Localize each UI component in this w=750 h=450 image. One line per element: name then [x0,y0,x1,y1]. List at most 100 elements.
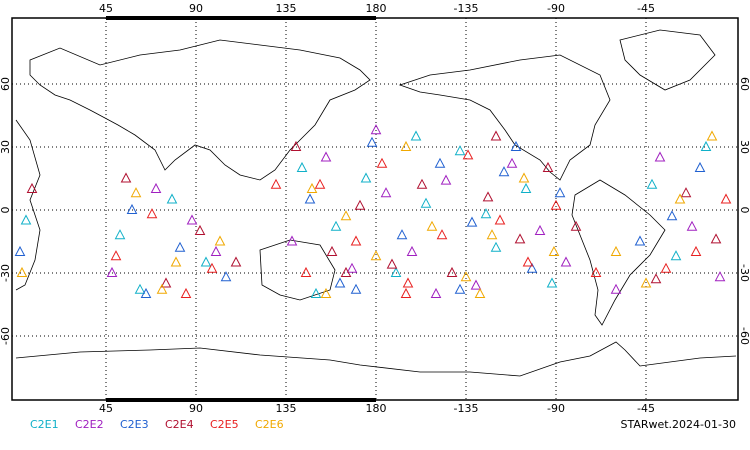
triangle-marker [270,178,282,189]
triangle-marker [490,130,502,141]
triangle-marker [506,157,518,168]
triangle-marker [402,277,414,288]
triangle-marker [514,233,526,244]
triangle-marker [554,187,566,198]
triangle-marker [534,224,546,235]
triangle-marker [406,245,418,256]
y-tick-label: 0 [738,207,750,214]
triangle-marker [120,172,132,183]
triangle-marker [462,149,474,160]
triangle-marker [426,220,438,231]
triangle-marker [370,124,382,135]
legend-entry: C2E3 [120,418,149,431]
triangle-marker [350,283,362,294]
triangle-marker [310,287,322,298]
triangle-marker [714,271,726,282]
x-tick-label: -45 [637,402,655,415]
triangle-marker [220,271,232,282]
triangle-marker [434,157,446,168]
triangle-marker [304,193,316,204]
y-tick-label: -30 [0,264,12,282]
triangle-marker [570,220,582,231]
x-tick-label: -135 [454,2,479,15]
triangle-marker [518,172,530,183]
triangle-marker [542,161,554,172]
triangle-marker [360,172,372,183]
x-tick-label: -90 [547,2,565,15]
coastlines [15,29,737,377]
triangle-marker [510,140,522,151]
legend-entry: C2E5 [210,418,239,431]
triangle-marker [440,174,452,185]
triangle-marker [690,245,702,256]
triangle-marker [454,283,466,294]
triangle-marker [522,256,534,267]
x-tick-label: 180 [366,402,387,415]
x-tick-label: -45 [637,2,655,15]
triangle-marker [650,273,662,284]
triangle-marker [14,245,26,256]
triangle-marker [430,287,442,298]
triangle-marker [166,193,178,204]
triangle-marker [330,220,342,231]
triangle-marker [326,245,338,256]
triangle-marker [674,193,686,204]
triangle-marker [140,287,152,298]
coastline [571,179,666,326]
map-frame [11,17,739,401]
triangle-marker [320,287,332,298]
triangle-marker [20,214,32,225]
triangle-marker [610,283,622,294]
triangle-marker [290,140,302,151]
triangle-marker [654,151,666,162]
triangle-marker [660,262,672,273]
triangle-marker [286,235,298,246]
y-tick-label: 60 [738,77,750,91]
triangle-marker [16,266,28,277]
triangle-marker [710,233,722,244]
y-tick-label: 30 [738,140,750,154]
triangle-marker [548,245,560,256]
triangle-marker [474,287,486,298]
triangle-marker [380,187,392,198]
triangle-marker [214,235,226,246]
triangle-marker [494,214,506,225]
triangle-marker [550,199,562,210]
y-tick-label: -60 [738,327,750,345]
triangle-marker [486,229,498,240]
triangle-marker [174,241,186,252]
data-points [14,124,732,298]
legend: C2E1 C2E2 C2E3 C2E4 C2E5 C2E6 [30,418,284,431]
triangle-marker [634,235,646,246]
triangle-marker [370,250,382,261]
triangle-marker [454,145,466,156]
triangle-marker [354,199,366,210]
x-tick-label: 45 [99,402,113,415]
x-tick-label: 90 [189,2,203,15]
legend-entry: C2E6 [255,418,284,431]
triangle-marker [490,241,502,252]
x-tick-label: -135 [454,402,479,415]
triangle-marker [680,187,692,198]
triangle-marker [670,250,682,261]
triangle-marker [720,193,732,204]
triangle-marker [520,182,532,193]
triangle-marker [410,130,422,141]
triangle-marker [482,191,494,202]
triangle-marker [300,266,312,277]
triangle-marker [526,262,538,273]
triangle-marker [436,229,448,240]
triangle-marker [114,229,126,240]
triangle-marker [130,187,142,198]
coastline [619,29,716,91]
y-tick-label: 0 [0,207,12,214]
triangle-marker [334,277,346,288]
legend-entry: C2E2 [75,418,104,431]
triangle-marker [498,166,510,177]
y-tick-label: -60 [0,327,12,345]
triangle-marker [546,277,558,288]
triangle-marker [26,182,38,193]
triangle-marker [366,136,378,147]
triangle-marker [314,178,326,189]
